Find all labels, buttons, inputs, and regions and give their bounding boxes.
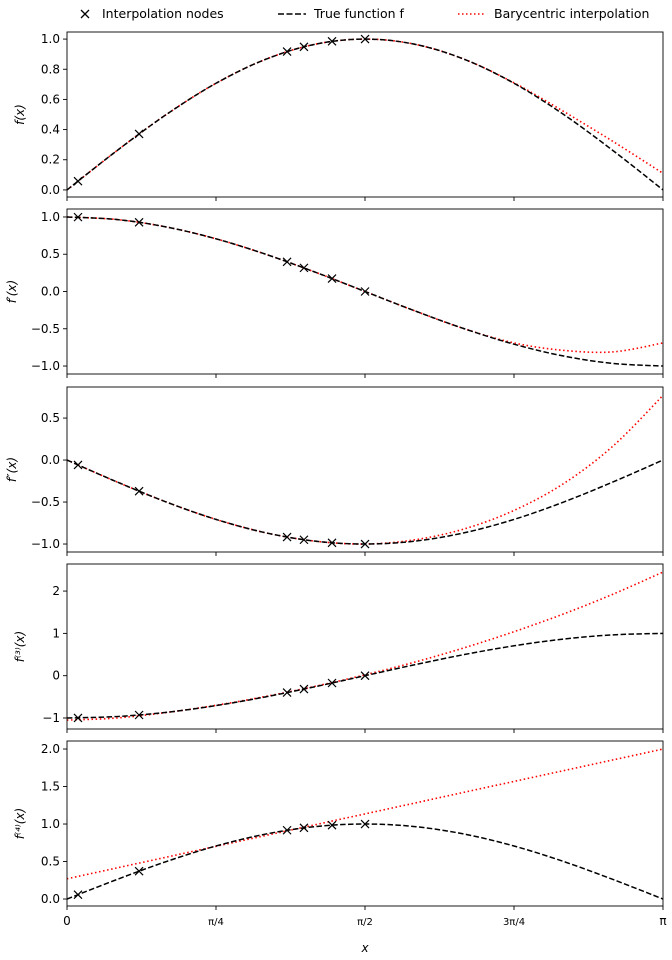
interpolation-node-marker xyxy=(299,823,309,833)
y-tick-label: −1.0 xyxy=(31,359,60,373)
interpolation-node-marker xyxy=(327,820,337,830)
y-axis-label: f⁽³⁾(x) xyxy=(13,631,27,662)
y-tick-label: 0.6 xyxy=(41,92,60,106)
axes-frame xyxy=(66,386,664,553)
y-tick-label: 1.0 xyxy=(41,210,60,224)
interpolation-node-marker xyxy=(282,688,292,697)
legend-entry-interp: Barycentric interpolation xyxy=(458,6,649,21)
barycentric-interpolation-line xyxy=(67,38,663,191)
x-tick-label: π/2 xyxy=(357,917,373,928)
interpolation-node-marker xyxy=(282,532,292,542)
interpolation-node-marker xyxy=(360,819,370,829)
y-tick-label: 2.0 xyxy=(41,742,60,756)
interpolation-node-marker xyxy=(360,287,370,296)
true-function-line xyxy=(67,823,663,900)
y-tick-label: −0.5 xyxy=(31,495,60,509)
y-tick-label: 0.2 xyxy=(41,153,60,167)
interpolation-node-marker xyxy=(73,890,83,900)
barycentric-interpolation-line xyxy=(67,394,663,545)
barycentric-interpolation-line xyxy=(67,216,663,354)
subplot-3: −1.0 −0.5 0.0 0.5 f″(x) xyxy=(5,386,664,556)
barycentric-interpolation-line xyxy=(67,571,663,721)
interpolation-node-marker xyxy=(134,710,144,720)
interpolation-node-marker xyxy=(299,42,309,52)
y-axis-label: f″(x) xyxy=(5,457,19,482)
x-tick-label: π/4 xyxy=(208,917,224,928)
interpolation-node-marker xyxy=(360,34,370,44)
interpolation-node-marker xyxy=(73,176,83,186)
interpolation-node-marker xyxy=(73,713,83,723)
interpolation-node-marker xyxy=(327,36,337,46)
interpolation-node-marker xyxy=(360,539,370,549)
legend-label: Interpolation nodes xyxy=(102,6,224,21)
interpolation-node-marker xyxy=(73,212,83,222)
y-tick-label: −0.5 xyxy=(31,322,60,336)
interpolation-node-marker xyxy=(134,217,144,227)
dashed-line-icon xyxy=(278,12,306,15)
legend: Interpolation nodes True function f Bary… xyxy=(0,6,672,26)
axes-frame xyxy=(66,563,664,730)
legend-label: Barycentric interpolation xyxy=(494,6,650,21)
y-axis-label: f(x) xyxy=(13,104,27,125)
subplot-4: −1 0 1 2 f⁽³⁾(x) xyxy=(13,563,664,733)
legend-label: True function f xyxy=(314,6,404,21)
interpolation-node-marker xyxy=(73,460,83,470)
y-tick-label: 1.5 xyxy=(41,780,60,794)
subplot-1: 0.0 0.2 0.4 0.6 0.8 1.0 f(x) xyxy=(13,31,664,201)
y-tick-label: 1.0 xyxy=(41,32,60,46)
y-axis-label: f′(x) xyxy=(5,280,19,303)
interpolation-node-marker xyxy=(134,129,144,139)
interpolation-node-marker xyxy=(282,825,292,835)
interpolation-node-marker xyxy=(299,684,309,694)
interpolation-node-marker xyxy=(282,257,292,267)
y-tick-label: 0.0 xyxy=(41,453,60,467)
interpolation-node-marker xyxy=(299,535,309,545)
interpolation-node-marker xyxy=(134,486,144,496)
x-tick-label: 0 xyxy=(63,914,71,928)
y-tick-label: 0.8 xyxy=(41,62,60,76)
y-tick-label: 0 xyxy=(52,669,60,683)
y-tick-label: 0.5 xyxy=(41,411,60,425)
y-tick-label: 0.5 xyxy=(41,247,60,261)
barycentric-interpolation-line xyxy=(67,748,663,880)
true-function-line xyxy=(67,38,663,191)
subplot-5: 0.0 0.5 1.0 1.5 2.0 0 π/4 π/2 3π/4 π f⁽⁴⁾(x) xyxy=(13,740,667,928)
interpolation-node-marker xyxy=(134,866,144,876)
y-tick-label: 1.0 xyxy=(41,817,60,831)
y-tick-label: 2 xyxy=(52,584,60,598)
y-tick-label: 0.5 xyxy=(41,855,60,869)
y-tick-label: 0.0 xyxy=(41,892,60,906)
interpolation-node-marker xyxy=(327,538,337,548)
y-tick-label: 0.0 xyxy=(41,285,60,299)
x-axis-label: x xyxy=(360,941,369,955)
legend-entry-nodes: Interpolation nodes xyxy=(76,6,224,21)
legend-entry-true: True function f xyxy=(278,6,404,21)
interpolation-node-marker xyxy=(282,47,292,57)
dotted-line-icon xyxy=(458,12,486,15)
y-tick-label: 0.4 xyxy=(41,123,60,137)
y-tick-label: −1.0 xyxy=(31,537,60,551)
interpolation-node-marker xyxy=(327,274,337,284)
subplot-2: −1.0 −0.5 0.0 0.5 1.0 f′(x) xyxy=(5,208,664,378)
y-tick-label: 1 xyxy=(52,626,60,640)
x-marker-icon xyxy=(80,9,90,18)
x-tick-label: π xyxy=(659,914,666,928)
true-function-line xyxy=(67,459,663,545)
interpolation-node-marker xyxy=(327,678,337,688)
interpolation-node-marker xyxy=(299,263,309,273)
x-tick-label: 3π/4 xyxy=(503,917,525,928)
interpolation-node-marker xyxy=(360,671,370,681)
y-axis-label: f⁽⁴⁾(x) xyxy=(13,808,27,839)
axes-frame xyxy=(66,31,664,198)
y-tick-label: 0.0 xyxy=(41,183,60,197)
y-tick-label: −1 xyxy=(42,711,60,725)
